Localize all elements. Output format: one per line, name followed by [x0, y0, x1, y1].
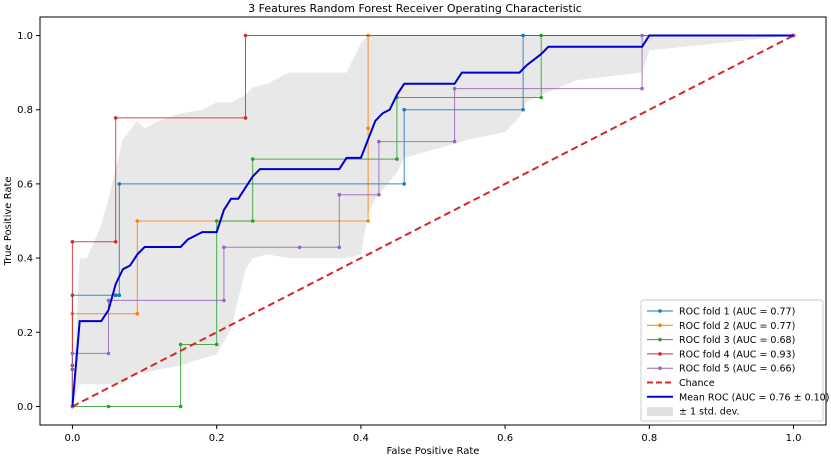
roc-fold-3-legend-label: ROC fold 3 (AUC = 0.68)	[679, 335, 795, 346]
roc-fold-5-point	[337, 245, 342, 250]
roc-fold-3-point	[178, 404, 183, 409]
roc-fold-5-point	[640, 86, 644, 91]
legend-box	[640, 299, 824, 422]
x-tick-label: 0.0	[64, 433, 80, 444]
roc-fold-5-legend-label: ROC fold 5 (AUC = 0.66)	[679, 364, 795, 375]
roc-fold-3-point	[395, 157, 399, 161]
x-tick-label: 0.4	[353, 433, 369, 444]
roc-fold-1-point	[521, 107, 525, 112]
roc-fold-5-point	[377, 192, 381, 197]
std-dev-band	[72, 35, 794, 407]
x-tick-label: 0.6	[497, 433, 513, 444]
roc-fold-5-point	[222, 298, 226, 303]
roc-fold-5-legend-marker	[658, 366, 662, 371]
y-axis-label: True Positive Rate	[3, 176, 14, 266]
y-axis-ticks: 0.0 0.2 0.4 0.6 0.8 1.0	[17, 31, 40, 413]
roc-fold-2-point	[135, 219, 140, 223]
y-tick-label: 0.4	[17, 254, 33, 265]
y-tick-label: 1.0	[17, 31, 33, 42]
roc-fold-4-point	[113, 116, 118, 120]
legend: ROC fold 1 (AUC = 0.77) ROC fold 2 (AUC =…	[640, 299, 829, 422]
mean-roc-line	[71, 34, 794, 407]
x-tick-label: 1.0	[786, 433, 802, 444]
roc-fold-5-point	[106, 351, 111, 356]
roc-fold-1-legend-label: ROC fold 1 (AUC = 0.77)	[679, 307, 795, 318]
axes-border	[39, 16, 827, 426]
roc-fold-3-point	[250, 157, 255, 161]
legend-items: ROC fold 1 (AUC = 0.77) ROC fold 2 (AUC =…	[647, 307, 829, 418]
roc-fold-1-point	[402, 182, 407, 186]
roc-fold-3-point	[214, 219, 219, 223]
roc-fold-5-point	[452, 86, 457, 91]
y-tick-label: 0.6	[17, 179, 33, 190]
roc-fold-4-legend-marker	[658, 352, 662, 356]
y-tick-label: 0.2	[17, 328, 33, 339]
roc-fold-4-point	[243, 33, 248, 38]
roc-fold-1-point	[402, 107, 407, 112]
x-axis-ticks: 0.0 0.2 0.4 0.6 0.8 1.0	[64, 425, 802, 444]
x-tick-label: 0.2	[209, 433, 225, 444]
roc-fold-2-legend-marker	[658, 323, 662, 328]
roc-fold-1-point	[117, 182, 122, 186]
roc-fold-4-point	[70, 240, 75, 244]
roc-fold-2-point	[366, 219, 370, 223]
roc-fold-3-point	[214, 342, 219, 347]
x-axis-label: False Positive Rate	[387, 446, 480, 457]
chance-layer	[71, 34, 795, 408]
mean-roc-legend-label: Mean ROC (AUC = 0.76 ± 0.10)	[679, 392, 829, 403]
roc-fold-4-point	[243, 116, 248, 120]
roc-fold-3-point	[106, 404, 111, 409]
chance-line	[71, 34, 795, 408]
roc-fold-3-legend-marker	[658, 337, 662, 342]
roc-fold-5-point	[297, 245, 302, 250]
y-tick-label: 0.8	[17, 105, 33, 116]
y-tick-label: 0.0	[17, 402, 33, 413]
roc-fold-4-point	[113, 240, 118, 244]
roc-fold-5-point	[106, 298, 111, 303]
roc-fold-5-point	[337, 192, 342, 197]
std-band-layer	[72, 35, 794, 407]
roc-fold-5-point	[452, 139, 457, 144]
roc-fold-5-line	[71, 35, 794, 407]
roc-fold-5-point	[222, 245, 226, 250]
plot-area	[39, 16, 827, 426]
roc-fold-5-point	[640, 33, 644, 38]
roc-fold-2-legend-label: ROC fold 2 (AUC = 0.77)	[679, 321, 795, 332]
roc-fold-1-point	[117, 293, 122, 298]
x-tick-label: 0.8	[641, 433, 657, 444]
chart-title: 3 Features Random Forest Receiver Operat…	[248, 2, 582, 15]
std-dev-legend-patch	[647, 407, 673, 417]
mean-layer	[71, 34, 794, 407]
roc-fold-1-point	[113, 293, 118, 298]
roc-fold-2-point	[366, 126, 370, 131]
roc-fold-4-line	[71, 35, 794, 407]
roc-fold-3-point	[250, 219, 255, 223]
std-dev-legend-label: ± 1 std. dev.	[679, 407, 740, 418]
roc-fold-3-point	[539, 95, 543, 100]
roc-fold-2-point	[135, 311, 140, 316]
roc-fold-1-legend-marker	[658, 309, 662, 313]
roc-fold-3-point	[178, 342, 183, 347]
roc-fold-5-point	[377, 139, 381, 144]
chance-legend-label: Chance	[679, 378, 715, 389]
roc-fold-5-point	[70, 351, 75, 356]
roc-fold-4-legend-label: ROC fold 4 (AUC = 0.93)	[679, 349, 795, 360]
